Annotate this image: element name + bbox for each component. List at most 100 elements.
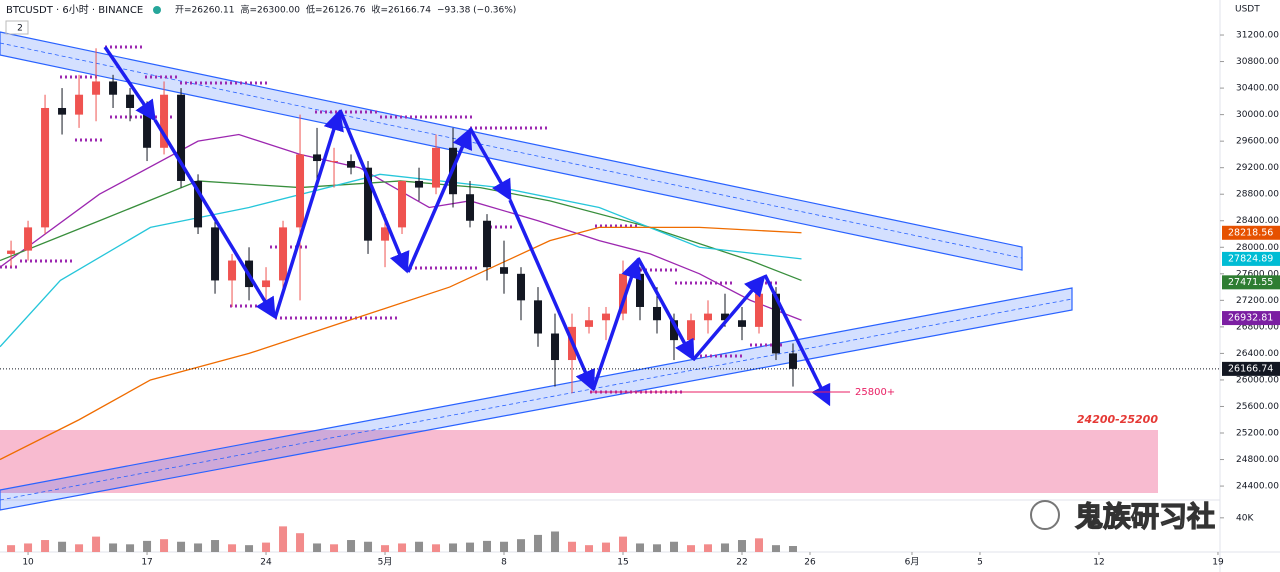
volume-bar xyxy=(41,540,50,552)
volume-bar xyxy=(500,541,509,552)
candle-body xyxy=(466,194,475,221)
price-tag xyxy=(1222,251,1280,266)
candle-body xyxy=(160,94,169,148)
moving-average xyxy=(0,133,802,321)
volume-bar xyxy=(381,545,390,552)
candle-body xyxy=(653,306,662,321)
y-tick-label: 26800.00 xyxy=(1236,322,1279,332)
watermark: 鬼族研习社 xyxy=(1075,500,1215,533)
y-tick-label: 26000.00 xyxy=(1236,375,1279,385)
volume-bar xyxy=(398,543,407,552)
volume-bar xyxy=(296,533,305,552)
volume-bar xyxy=(670,541,679,552)
indicator-count[interactable]: 2 xyxy=(17,24,23,34)
header-value: 低=26126.76 xyxy=(306,4,366,16)
y-tick-label: 27200.00 xyxy=(1236,296,1279,306)
candle-body xyxy=(347,161,356,168)
candle-body xyxy=(398,180,407,228)
volume-bar xyxy=(466,542,475,552)
volume-bar xyxy=(703,544,712,552)
candle-body xyxy=(75,94,84,115)
volume-bar xyxy=(534,534,543,552)
volume-bar xyxy=(313,543,322,552)
price-tag xyxy=(1222,361,1280,376)
volume-bar xyxy=(262,542,271,552)
candle-body xyxy=(686,320,695,341)
levels xyxy=(0,45,785,394)
candle-body xyxy=(24,227,33,251)
candle-body xyxy=(177,94,186,181)
header-value: 收=26166.74 xyxy=(372,4,432,16)
moving-average xyxy=(0,173,802,348)
volume-bar xyxy=(75,544,84,552)
volume-bar xyxy=(754,538,763,552)
volume-bar xyxy=(364,541,373,552)
candle-body xyxy=(754,293,763,327)
y-tick-label: 27600.00 xyxy=(1236,269,1279,279)
price-tag-label: 26932.81 xyxy=(1228,313,1273,324)
candle-body xyxy=(602,313,611,321)
moving-average xyxy=(0,226,802,461)
candle-body xyxy=(109,81,118,95)
y-tick-label: 26400.00 xyxy=(1236,349,1279,359)
volume-bar xyxy=(771,545,780,552)
x-tick-label: 22 xyxy=(736,558,747,568)
candle-body xyxy=(279,227,288,281)
level-label: 25800+ xyxy=(855,387,895,398)
volume-bar xyxy=(194,543,203,552)
watermark-icon xyxy=(1030,500,1060,530)
price-tag xyxy=(1222,311,1280,326)
y-tick-label: 30400.00 xyxy=(1236,84,1279,94)
wave-arrows xyxy=(103,46,831,407)
currency[interactable]: USDT xyxy=(1235,5,1260,15)
candle-body xyxy=(720,313,729,321)
volume-bar xyxy=(686,545,695,552)
status-dot xyxy=(153,6,161,14)
y-tick-label: 24800.00 xyxy=(1236,455,1279,465)
volume-bar xyxy=(126,544,135,552)
target-zone xyxy=(0,430,1158,493)
candle-body xyxy=(415,180,424,188)
price-tag-label: 26166.74 xyxy=(1228,363,1273,374)
y-tick-label: 28400.00 xyxy=(1236,216,1279,226)
candle-body xyxy=(58,107,67,115)
candle-body xyxy=(313,154,322,162)
y-tick-label: 24400.00 xyxy=(1236,482,1279,492)
candle-body xyxy=(432,147,441,188)
volume-bar xyxy=(347,540,356,552)
x-tick-label: 24 xyxy=(260,558,272,568)
candle-body xyxy=(228,260,237,281)
price-tag-label: 27471.55 xyxy=(1228,277,1273,288)
candle-body xyxy=(143,107,152,148)
volume-bar xyxy=(109,543,118,552)
candle-body xyxy=(517,273,526,301)
y-tick-label: 28800.00 xyxy=(1236,190,1279,200)
volume-bar xyxy=(211,540,220,552)
volume-bar xyxy=(24,543,33,552)
header-value: 开=26260.11 xyxy=(175,5,235,16)
y-tick-label: 25600.00 xyxy=(1236,402,1279,412)
y-tick-label: 25200.00 xyxy=(1236,429,1279,439)
x-tick-label: 10 xyxy=(22,558,34,568)
indicator-box[interactable] xyxy=(5,20,29,35)
price-tag xyxy=(1222,275,1280,290)
candle-body xyxy=(92,81,101,95)
header-value: 高=26300.00 xyxy=(241,4,301,16)
volume-bar xyxy=(619,536,628,552)
candle-body xyxy=(296,154,305,228)
y-tick-label: 29200.00 xyxy=(1236,163,1279,173)
candle-body xyxy=(41,107,50,228)
x-tick-label: 19 xyxy=(1212,558,1224,568)
candle-body xyxy=(7,250,16,254)
volume-bar xyxy=(160,539,169,552)
candle-body xyxy=(381,227,390,241)
volume-bar xyxy=(449,543,458,552)
candle-body xyxy=(364,167,373,241)
volume-bar xyxy=(737,540,746,552)
candle-body xyxy=(194,180,203,228)
volume-bar xyxy=(517,539,526,552)
x-tick-label: 15 xyxy=(617,558,628,568)
volume-bar xyxy=(636,543,645,552)
x-tick-label: 8 xyxy=(501,558,507,568)
